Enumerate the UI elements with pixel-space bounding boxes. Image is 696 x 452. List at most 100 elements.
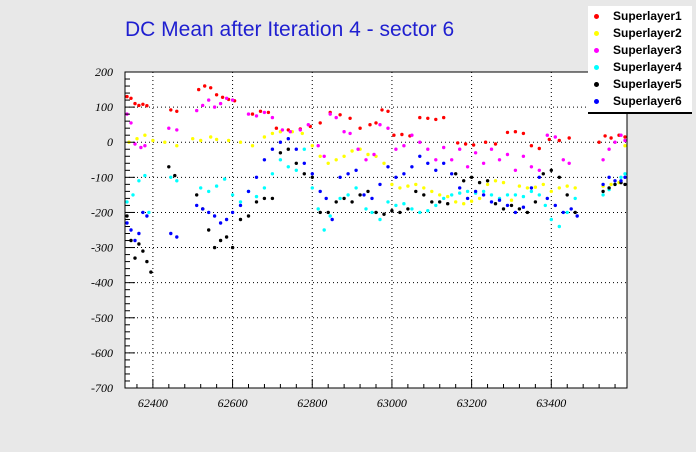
data-point: [517, 184, 522, 188]
data-point: [505, 152, 510, 157]
data-point: [175, 144, 179, 148]
data-point: [489, 200, 494, 204]
data-point: [316, 144, 320, 148]
data-point: [410, 207, 414, 211]
legend-item-superlayer6: Superlayer6: [588, 93, 692, 110]
data-point: [422, 186, 426, 190]
data-point: [481, 193, 486, 197]
data-point: [426, 147, 430, 151]
data-point: [366, 189, 370, 194]
data-point: [406, 184, 410, 188]
data-point: [426, 116, 430, 121]
data-point: [167, 126, 171, 130]
x-tick-label: 63400: [536, 396, 566, 410]
data-point: [137, 231, 141, 236]
data-point: [609, 136, 613, 140]
grid: [125, 72, 627, 388]
data-point: [521, 205, 526, 209]
data-point: [318, 154, 322, 158]
data-point: [390, 209, 394, 213]
data-point: [613, 182, 617, 187]
data-point: [358, 126, 362, 130]
data-point: [529, 189, 534, 194]
data-point: [195, 108, 199, 113]
data-point: [557, 224, 561, 229]
data-point: [324, 196, 328, 201]
data-point: [386, 109, 390, 114]
data-point: [623, 144, 627, 148]
data-point: [334, 200, 338, 204]
data-point: [364, 207, 368, 211]
data-point: [254, 114, 259, 118]
data-point: [254, 194, 259, 199]
data-point: [286, 147, 290, 151]
data-point: [398, 186, 402, 190]
data-point: [481, 189, 486, 194]
legend-marker: [594, 31, 599, 36]
y-tick-label: 0: [107, 135, 113, 149]
data-point: [262, 196, 267, 201]
data-point: [402, 172, 406, 176]
data-point: [294, 147, 298, 151]
data-point: [521, 131, 526, 136]
data-point: [569, 207, 573, 211]
data-point: [607, 147, 611, 151]
data-point: [533, 200, 538, 204]
legend: Superlayer1 Superlayer2 Superlayer3 Superla…: [588, 6, 692, 114]
data-point: [230, 210, 235, 215]
data-point: [310, 172, 314, 176]
data-point: [418, 115, 422, 120]
data-point: [521, 154, 526, 158]
data-point: [450, 193, 454, 197]
data-point: [318, 189, 322, 194]
data-point: [195, 193, 199, 197]
data-point: [270, 196, 275, 201]
data-point: [537, 168, 541, 172]
data-point: [129, 96, 133, 101]
data-point: [366, 152, 370, 157]
data-point: [298, 128, 302, 132]
data-point: [346, 193, 350, 197]
data-point: [238, 203, 243, 208]
data-point: [167, 165, 171, 169]
data-point: [493, 202, 498, 206]
x-tick-label: 63000: [377, 396, 407, 410]
data-point: [212, 245, 217, 250]
data-point: [450, 172, 454, 176]
data-point: [513, 168, 518, 172]
data-point: [430, 200, 434, 204]
data-point: [573, 196, 577, 201]
data-point: [493, 142, 498, 146]
legend-label: Superlayer6: [613, 94, 682, 108]
data-point: [394, 147, 398, 151]
data-point: [505, 193, 510, 197]
data-point: [141, 102, 145, 107]
data-point: [302, 147, 306, 151]
data-point: [262, 110, 267, 115]
data-point: [326, 210, 330, 215]
data-point: [623, 138, 627, 143]
data-point: [212, 105, 217, 109]
data-point: [137, 242, 141, 246]
y-tick-label: -600: [91, 346, 113, 360]
data-point: [434, 117, 438, 122]
data-point: [414, 182, 418, 187]
data-point: [553, 203, 557, 208]
data-point: [414, 189, 418, 194]
data-point: [133, 142, 137, 146]
data-point: [201, 207, 205, 211]
data-point: [469, 175, 474, 179]
data-point: [302, 161, 306, 165]
data-point: [212, 214, 217, 218]
y-tick-label: -400: [91, 276, 113, 290]
data-point: [392, 133, 396, 137]
data-point: [513, 193, 518, 197]
data-point: [318, 210, 322, 215]
data-point: [557, 186, 561, 190]
legend-marker: [594, 99, 599, 104]
legend-label: Superlayer2: [613, 26, 682, 40]
series-superlayer1: [125, 84, 627, 151]
data-point: [394, 203, 398, 208]
data-point: [226, 138, 231, 143]
data-point: [549, 189, 553, 194]
